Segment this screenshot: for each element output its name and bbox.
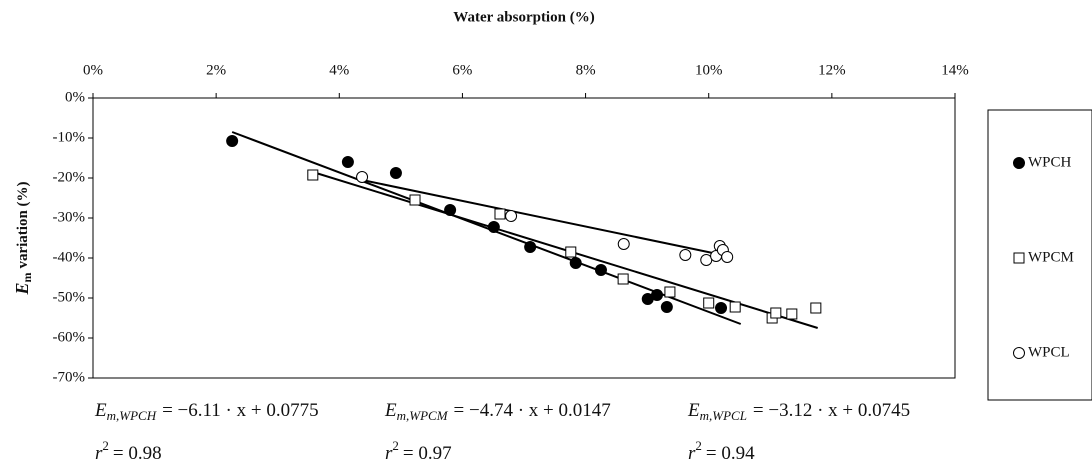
equation-symbol: E — [94, 400, 107, 421]
r-squared: r2 = 0.97 — [385, 438, 452, 464]
point — [700, 254, 713, 266]
point — [307, 169, 319, 181]
legend-marker — [1013, 347, 1025, 359]
equation-subscript: m,WPCM — [397, 408, 449, 423]
legend-label: WPCH — [1028, 154, 1072, 170]
y-tick-label: -50% — [53, 289, 86, 305]
point — [660, 301, 673, 313]
r-squared-exponent: 2 — [695, 438, 702, 453]
equation-symbol: E — [384, 400, 397, 421]
equation: Em,WPCM = −4.74 · x + 0.0147 — [384, 400, 611, 423]
r-squared-exponent: 2 — [392, 438, 399, 453]
y-tick-label: -60% — [53, 329, 86, 345]
y-tick-label: -20% — [53, 169, 86, 185]
point — [650, 289, 663, 301]
x-tick-label: 10% — [695, 62, 723, 78]
r-squared-rhs: = 0.97 — [403, 443, 452, 464]
r-squared-rhs: = 0.94 — [706, 443, 755, 464]
trend-line — [312, 171, 818, 329]
point — [786, 308, 798, 320]
equation-rhs: = −3.12 · x + 0.0745 — [753, 400, 910, 421]
y-tick-label: -70% — [53, 369, 86, 385]
point — [617, 238, 630, 250]
y-axis-symbol: E — [12, 283, 32, 296]
x-axis-title: Water absorption (%) — [453, 9, 594, 25]
point — [226, 135, 239, 147]
point — [524, 241, 537, 253]
equation-rhs: = −6.11 · x + 0.0775 — [162, 400, 319, 421]
equation-symbol: E — [687, 400, 700, 421]
x-tick-label: 6% — [452, 62, 472, 78]
point — [679, 249, 692, 261]
legend-label: WPCM — [1028, 249, 1074, 265]
point — [569, 257, 582, 269]
point — [565, 246, 577, 258]
r-squared: r2 = 0.94 — [688, 438, 755, 464]
y-tick-label: -40% — [53, 249, 86, 265]
equation-rhs: = −4.74 · x + 0.0147 — [454, 400, 611, 421]
x-tick-label: 12% — [818, 62, 846, 78]
point — [617, 273, 629, 285]
r-squared-symbol: r — [385, 443, 393, 464]
equation-subscript: m,WPCL — [700, 408, 747, 423]
x-tick-label: 4% — [329, 62, 349, 78]
point — [770, 307, 782, 319]
point — [664, 286, 676, 298]
point — [487, 221, 500, 233]
x-tick-label: 0% — [83, 62, 103, 78]
point — [810, 302, 822, 314]
r-squared-exponent: 2 — [102, 438, 109, 453]
point — [409, 194, 421, 206]
y-tick-label: -30% — [53, 209, 86, 225]
point — [356, 171, 369, 183]
point — [715, 302, 728, 314]
point — [721, 251, 734, 263]
legend-marker — [1013, 252, 1025, 264]
x-tick-label: 2% — [206, 62, 226, 78]
legend-label: WPCL — [1028, 344, 1070, 360]
point — [505, 210, 518, 222]
r-squared-rhs: = 0.98 — [113, 443, 162, 464]
equation-subscript: m,WPCH — [107, 408, 157, 423]
plot-frame — [92, 97, 956, 379]
point — [594, 264, 607, 276]
point — [703, 297, 715, 309]
y-axis-title: Em variation (%) — [12, 181, 34, 295]
legend-box — [987, 109, 1092, 401]
y-axis-text: variation (%) — [15, 181, 31, 268]
y-tick-label: 0% — [65, 89, 85, 105]
point — [494, 208, 506, 220]
y-tick-label: -10% — [53, 129, 86, 145]
x-tick-label: 14% — [941, 62, 969, 78]
equation: Em,WPCH = −6.11 · x + 0.0775 — [94, 400, 319, 423]
point — [444, 204, 457, 216]
point — [729, 301, 741, 313]
legend-marker — [1013, 157, 1025, 169]
point — [341, 156, 354, 168]
trend-line — [361, 179, 728, 257]
point — [389, 167, 402, 179]
r-squared-symbol: r — [688, 443, 696, 464]
equation: Em,WPCL = −3.12 · x + 0.0745 — [687, 400, 910, 423]
r-squared-symbol: r — [95, 443, 103, 464]
y-axis-subscript: m — [20, 273, 34, 283]
x-tick-label: 8% — [576, 62, 596, 78]
r-squared: r2 = 0.98 — [95, 438, 162, 464]
